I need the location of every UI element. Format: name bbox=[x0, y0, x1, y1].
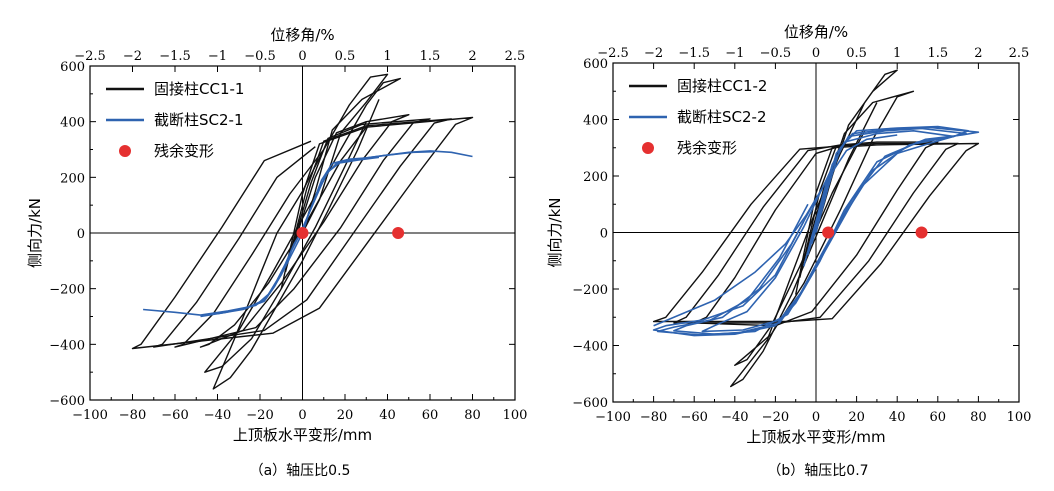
legend-swatch bbox=[642, 142, 654, 154]
x-tick-label: −20 bbox=[762, 410, 789, 425]
x-tick-label: −80 bbox=[640, 410, 667, 425]
y-tick-label: −600 bbox=[572, 396, 608, 411]
hysteresis-loop bbox=[653, 134, 898, 327]
top-tick-label: −1 bbox=[725, 46, 744, 61]
residual-point bbox=[822, 226, 835, 239]
top-tick-label: 2.5 bbox=[1009, 46, 1030, 61]
top-axis-title: 位移角/% bbox=[270, 26, 334, 44]
x-tick-label: 60 bbox=[422, 408, 439, 423]
x-tick-label: 20 bbox=[848, 410, 865, 425]
x-tick-label: 20 bbox=[337, 408, 354, 423]
top-tick-label: 0 bbox=[298, 49, 306, 64]
plot-area bbox=[131, 73, 474, 390]
top-tick-label: 1 bbox=[383, 49, 391, 64]
top-tick-label: −0.5 bbox=[244, 49, 276, 64]
hysteresis-loop bbox=[199, 114, 410, 348]
legend-label: 残余变形 bbox=[677, 139, 737, 157]
plot-area bbox=[652, 69, 980, 388]
figure-caption: （b）轴压比0.7 bbox=[767, 463, 868, 479]
residual-point bbox=[296, 227, 309, 239]
y-tick-label: −600 bbox=[49, 394, 85, 409]
hysteresis-loop bbox=[131, 116, 474, 350]
residual-point bbox=[915, 226, 928, 239]
hysteresis-loop bbox=[204, 77, 401, 373]
y-tick-label: −400 bbox=[572, 340, 608, 355]
hysteresis-loop bbox=[153, 118, 452, 348]
cut-column-series bbox=[652, 125, 980, 337]
legend: 固接柱CC1-1 截断柱SC2-1 残余变形 bbox=[106, 80, 244, 160]
x-tick-label: −60 bbox=[680, 410, 707, 425]
x-axis-title: 上顶板水平变形/mm bbox=[746, 428, 885, 446]
x-tick-label: 80 bbox=[970, 410, 987, 425]
x-tick-label: 100 bbox=[1007, 410, 1032, 425]
chart-panel-a: −100 −80 −60 −40 −20 0 20 40 60 80 100−600−400−200… bbox=[26, 26, 527, 479]
x-tick-label: −100 bbox=[72, 408, 108, 423]
x-tick-label: 40 bbox=[379, 408, 396, 423]
y-tick-label: 600 bbox=[60, 60, 85, 75]
x-tick-label: −40 bbox=[721, 410, 748, 425]
top-axis-title: 位移角/% bbox=[784, 23, 848, 41]
chart-panel-b: −100 −80 −60 −40 −20 0 20 40 60 80 100−600−400−200… bbox=[546, 23, 1031, 479]
hysteresis-loop bbox=[174, 118, 431, 348]
hysteresis-loop bbox=[701, 130, 955, 333]
top-tick-label: 1.5 bbox=[927, 46, 948, 61]
top-tick-label: −1 bbox=[208, 49, 227, 64]
y-axis-title: 侧向力/kN bbox=[26, 198, 44, 268]
x-tick-label: 0 bbox=[812, 410, 820, 425]
figure-caption: （a）轴压比0.5 bbox=[250, 463, 351, 479]
legend: 固接柱CC1-2 截断柱SC2-2 残余变形 bbox=[629, 77, 767, 157]
legend-label: 截断柱SC2-1 bbox=[154, 111, 244, 129]
legend-label: 截断柱SC2-2 bbox=[677, 108, 767, 126]
y-tick-label: −200 bbox=[49, 283, 85, 298]
y-tick-label: −400 bbox=[49, 338, 85, 353]
y-tick-label: 600 bbox=[583, 57, 608, 72]
x-tick-label: −40 bbox=[204, 408, 231, 423]
x-tick-label: −60 bbox=[161, 408, 188, 423]
x-tick-label: 100 bbox=[503, 408, 528, 423]
top-tick-label: −1.5 bbox=[159, 49, 191, 64]
top-tick-label: 1.5 bbox=[420, 49, 441, 64]
y-tick-label: 400 bbox=[60, 116, 85, 131]
top-tick-label: 2.5 bbox=[505, 49, 526, 64]
top-tick-label: 0.5 bbox=[846, 46, 867, 61]
top-tick-label: −2 bbox=[123, 49, 142, 64]
y-tick-label: 200 bbox=[583, 170, 608, 185]
x-tick-label: −100 bbox=[595, 410, 631, 425]
top-tick-label: −2 bbox=[644, 46, 663, 61]
y-tick-label: 0 bbox=[600, 227, 608, 242]
top-tick-label: −1.5 bbox=[678, 46, 710, 61]
x-tick-label: 40 bbox=[889, 410, 906, 425]
hysteresis-loop bbox=[212, 73, 389, 390]
legend-swatch bbox=[119, 145, 131, 157]
legend-label: 残余变形 bbox=[154, 142, 214, 160]
top-tick-label: 2 bbox=[974, 46, 982, 61]
top-tick-label: 0 bbox=[812, 46, 820, 61]
fixed-column-series bbox=[131, 73, 474, 390]
residual-point bbox=[392, 227, 405, 239]
hysteresis-loop bbox=[734, 90, 915, 366]
hysteresis-loop bbox=[730, 69, 898, 388]
legend-label: 固接柱CC1-1 bbox=[154, 80, 244, 98]
x-tick-label: 80 bbox=[464, 408, 481, 423]
x-tick-label: 60 bbox=[930, 410, 947, 425]
y-axis-title: 侧向力/kN bbox=[546, 198, 564, 268]
x-tick-label: −20 bbox=[246, 408, 273, 423]
top-tick-label: 2 bbox=[468, 49, 476, 64]
top-tick-label: −2.5 bbox=[74, 49, 106, 64]
legend-label: 固接柱CC1-2 bbox=[677, 77, 767, 95]
y-tick-label: 0 bbox=[77, 227, 85, 242]
top-tick-label: −0.5 bbox=[760, 46, 792, 61]
y-tick-label: 400 bbox=[583, 114, 608, 129]
x-tick-label: 0 bbox=[298, 408, 306, 423]
top-tick-label: −2.5 bbox=[597, 46, 629, 61]
x-axis-title: 上顶板水平变形/mm bbox=[233, 426, 372, 444]
top-tick-label: 0.5 bbox=[335, 49, 356, 64]
hysteresis-loop bbox=[673, 127, 967, 335]
y-tick-label: 200 bbox=[60, 171, 85, 186]
x-tick-label: −80 bbox=[119, 408, 146, 423]
y-tick-label: −200 bbox=[572, 283, 608, 298]
top-tick-label: 1 bbox=[893, 46, 901, 61]
